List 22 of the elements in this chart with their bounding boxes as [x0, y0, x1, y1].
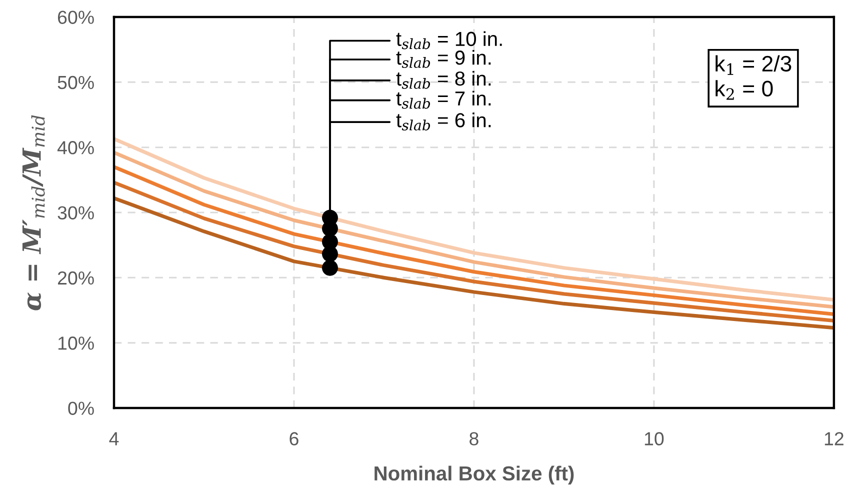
text: t$_{slab}$ = 9 in.: [396, 50, 491, 68]
y-tick-label: 50%: [58, 76, 94, 90]
x-tick-label: 4: [109, 432, 119, 446]
text: t$_{slab}$ = 6 in.: [396, 112, 491, 130]
x-tick-label: 10: [644, 432, 664, 446]
annotation: k$_{1}$ = 2/3: [716, 55, 792, 75]
y-tick-label: 40%: [57, 141, 94, 154]
y-tick-label: 30%: [58, 206, 94, 220]
y-axis-title: α = M′$_{mid}$/M$_{mid}$: [22, 115, 45, 310]
x-axis-title: Nominal Box Size (ft): [374, 466, 574, 485]
y-tick-label: 10%: [58, 336, 94, 350]
x-tick-label: 6: [290, 432, 298, 446]
y-tick-label: 0%: [68, 402, 94, 415]
text: t$_{slab}$ = 8 in.: [396, 70, 491, 89]
text: t$_{slab}$ = 7 in.: [396, 90, 491, 109]
line-series: [114, 196, 834, 330]
text: t$_{slab}$ = 10 in.: [396, 31, 502, 50]
y-tick-label: 20%: [58, 271, 94, 285]
annotation: k$_{2}$ = 0: [716, 80, 773, 100]
y-tick-label: 60%: [58, 10, 94, 24]
x-tick-label: 8: [470, 432, 478, 446]
x-tick-label: 12: [824, 432, 844, 446]
